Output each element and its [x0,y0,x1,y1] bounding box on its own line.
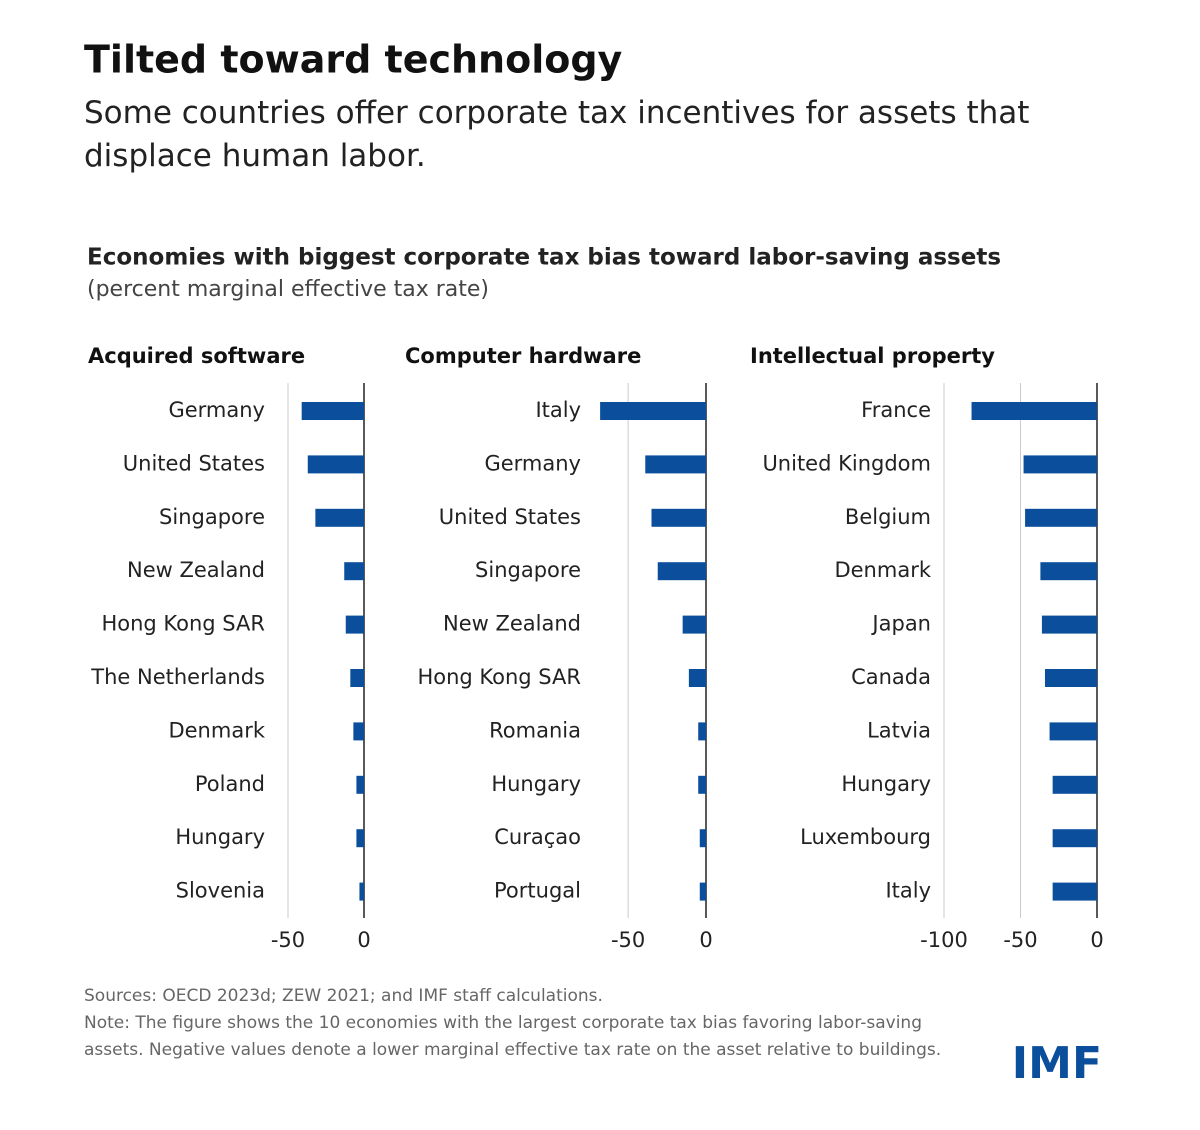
category-label: Hungary [175,825,265,849]
bar [356,829,364,848]
bar [315,508,364,527]
panel-title: Computer hardware [405,344,641,368]
category-label: Hungary [491,772,581,796]
bar [1044,669,1097,687]
note-box: Note: The figure shows the 10 economies … [84,1013,942,1060]
bar [1025,508,1097,527]
figure-subtitle: (percent marginal effective tax rate) [87,277,489,302]
category-label: Canada [851,665,931,689]
x-tick-label: 0 [357,928,370,952]
category-label: United States [123,451,265,475]
bar [645,455,706,474]
x-tick-label: 0 [1090,928,1103,952]
bar [600,402,706,420]
x-tick-label: 0 [699,928,712,952]
category-label: Singapore [475,558,581,582]
subtitle-box: Some countries offer corporate tax incen… [84,95,1030,174]
category-label: Singapore [159,505,265,529]
category-label: Germany [168,398,265,422]
bar [971,402,1097,420]
bar [301,402,364,420]
logo: IMF [1012,1038,1102,1089]
bar [1052,882,1097,901]
category-label: Luxembourg [800,825,931,849]
bar [353,722,364,741]
bar [1023,455,1097,474]
subtitle: Some countries offer corporate tax incen… [84,95,1030,174]
category-label: The Netherlands [90,665,265,689]
panel-title: Intellectual property [750,344,995,368]
category-label: Germany [484,451,581,475]
bar [307,455,364,474]
category-label: New Zealand [443,612,581,636]
category-label: Denmark [834,558,931,582]
bar [657,562,706,581]
bar [350,669,364,687]
category-label: Denmark [168,718,265,742]
bar [1040,562,1097,581]
category-label: Belgium [845,505,931,529]
bar [1052,775,1097,794]
bar [699,829,706,848]
bar [699,882,706,901]
category-label: Hong Kong SAR [417,665,581,689]
bar [688,669,706,687]
category-label: New Zealand [127,558,265,582]
sources: Sources: OECD 2023d; ZEW 2021; and IMF s… [84,986,603,1006]
category-label: Portugal [494,879,581,903]
note: Note: The figure shows the 10 economies … [84,1013,942,1060]
category-label: Hungary [841,772,931,796]
x-tick-label: -50 [611,928,645,952]
category-label: Hong Kong SAR [101,612,265,636]
bar [345,615,364,634]
x-tick-label: -50 [1003,928,1037,952]
category-label: Romania [489,718,581,742]
category-label: Italy [885,879,931,903]
bar [1041,615,1097,634]
category-label: Curaçao [494,825,581,849]
bar [359,882,364,901]
category-label: Slovenia [176,879,265,903]
bar [1049,722,1097,741]
category-label: Latvia [867,718,931,742]
bar [698,775,706,794]
figure-title: Economies with biggest corporate tax bia… [87,245,1001,271]
category-label: Japan [870,612,931,636]
x-tick-label: -50 [271,928,305,952]
bar [1052,829,1097,848]
category-label: Poland [195,772,265,796]
category-label: France [861,398,931,422]
bar [356,775,364,794]
category-label: United States [439,505,581,529]
category-label: United Kingdom [762,451,931,475]
bar [682,615,706,634]
bar [344,562,364,581]
category-label: Italy [535,398,581,422]
panel-title: Acquired software [88,344,305,368]
bar [651,508,706,527]
x-tick-label: -100 [920,928,968,952]
bar [698,722,706,741]
title: Tilted toward technology [84,38,623,82]
